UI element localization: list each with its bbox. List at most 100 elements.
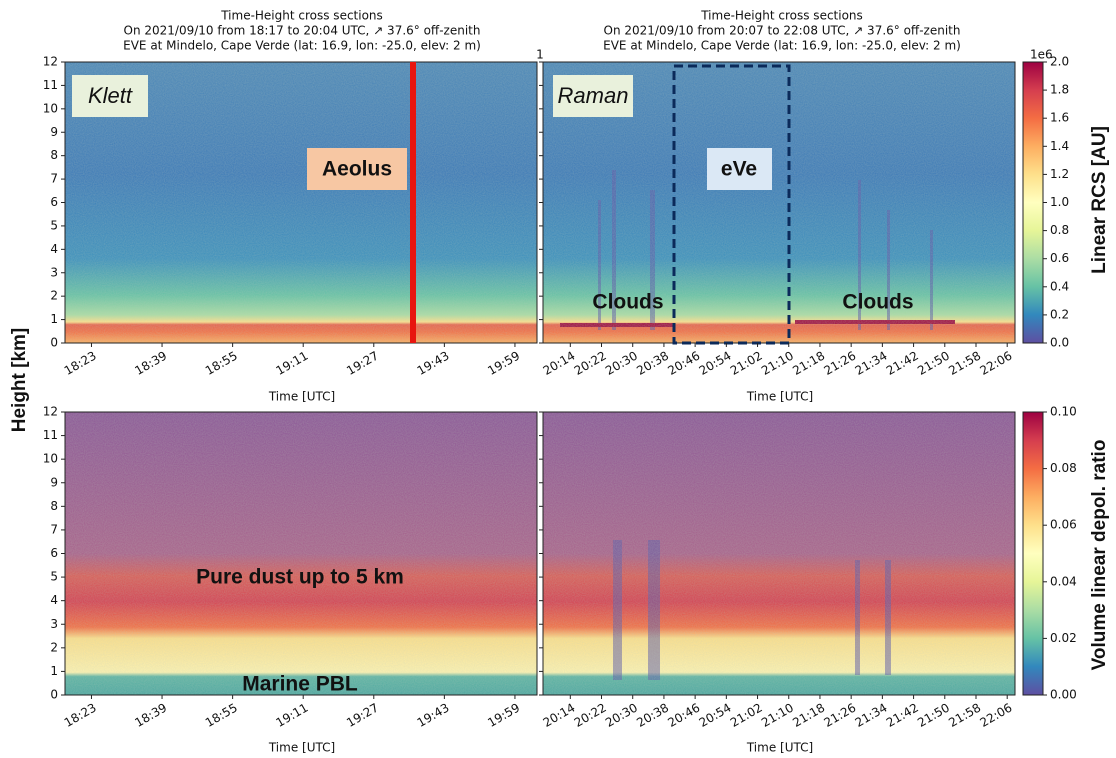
x-tick-label: 22:06 bbox=[977, 349, 1014, 378]
x-tick-label: 21:42 bbox=[884, 349, 921, 378]
colorbar-label: Volume linear depol. ratio bbox=[1089, 440, 1110, 671]
x-tick-label: 20:14 bbox=[541, 349, 578, 378]
y-tick-label: 12 bbox=[43, 55, 58, 69]
x-tick-label: 21:26 bbox=[821, 349, 858, 378]
colorbar-tick-label: 1.8 bbox=[1050, 83, 1069, 97]
x-tick-label: 18:23 bbox=[62, 349, 99, 378]
x-tick-label: 21:18 bbox=[790, 701, 827, 730]
x-tick-label: 21:10 bbox=[759, 349, 796, 378]
title: On 2021/09/10 from 20:07 to 22:08 UTC, ↗… bbox=[604, 24, 961, 38]
x-axis-label: Time [UTC] bbox=[746, 741, 813, 755]
annotation: Marine PBL bbox=[242, 673, 358, 696]
x-tick-label: 19:43 bbox=[415, 701, 452, 730]
x-tick-label: 22:06 bbox=[977, 701, 1014, 730]
x-tick-label: 21:34 bbox=[853, 701, 890, 730]
annotation: eVe bbox=[721, 158, 757, 181]
colorbar-tick-label: 1.4 bbox=[1050, 139, 1069, 153]
annotation: Clouds bbox=[842, 291, 913, 314]
colorbar-tick-label: 1.2 bbox=[1050, 167, 1069, 181]
colorbar-tick-label: 0.10 bbox=[1050, 405, 1077, 419]
colorbar-tick-label: 0.4 bbox=[1050, 279, 1069, 293]
y-tick-label: 6 bbox=[50, 195, 58, 209]
x-tick-label: 19:59 bbox=[485, 349, 522, 378]
x-tick-label: 20:14 bbox=[541, 701, 578, 730]
x-tick-label: 20:54 bbox=[697, 349, 734, 378]
noise bbox=[65, 412, 537, 695]
y-tick-label: 1 bbox=[50, 312, 58, 326]
annotation-box bbox=[707, 148, 772, 190]
title: EVE at Mindelo, Cape Verde (lat: 16.9, l… bbox=[603, 39, 961, 53]
x-tick-label: 19:43 bbox=[415, 349, 452, 378]
x-tick-label: 18:39 bbox=[132, 349, 169, 378]
title: Time-Height cross sections bbox=[700, 9, 863, 23]
colorbar-label: Linear RCS [AU] bbox=[1089, 126, 1110, 274]
colorbar-tick-label: 0.2 bbox=[1050, 307, 1069, 321]
x-tick-label: 21:34 bbox=[853, 349, 890, 378]
colorbar-tick-label: 0.02 bbox=[1050, 631, 1077, 645]
colorbar-tick-label: 0.06 bbox=[1050, 518, 1077, 532]
x-tick-label: 21:42 bbox=[884, 701, 921, 730]
aeolus-line bbox=[410, 62, 416, 343]
x-tick-label: 21:50 bbox=[915, 701, 952, 730]
colorbar bbox=[1022, 61, 1044, 344]
colorbar-tick-label: 0.8 bbox=[1050, 223, 1069, 237]
y-tick-label: 2 bbox=[50, 289, 58, 303]
x-tick-label: 21:58 bbox=[946, 349, 983, 378]
y-tick-label: 10 bbox=[43, 452, 58, 466]
x-tick-label: 21:18 bbox=[790, 349, 827, 378]
x-tick-label: 21:26 bbox=[821, 701, 858, 730]
colorbar-tick-label: 0.04 bbox=[1050, 574, 1077, 588]
x-tick-label: 20:54 bbox=[697, 701, 734, 730]
y-tick-label: 5 bbox=[50, 570, 58, 584]
y-tick-label: 7 bbox=[50, 522, 58, 536]
x-tick-label: 20:46 bbox=[665, 349, 702, 378]
title: On 2021/09/10 from 18:17 to 20:04 UTC, ↗… bbox=[124, 24, 481, 38]
x-tick-label: 21:10 bbox=[759, 701, 796, 730]
colorbar-tick-label: 0.00 bbox=[1050, 688, 1077, 702]
x-tick-label: 19:59 bbox=[485, 701, 522, 730]
y-tick-label: 3 bbox=[50, 617, 58, 631]
x-tick-label: 19:27 bbox=[344, 349, 381, 378]
annotation: Clouds bbox=[592, 291, 663, 314]
x-tick-label: 20:46 bbox=[665, 701, 702, 730]
label-box bbox=[72, 75, 148, 117]
stray-label: 1 bbox=[536, 48, 544, 62]
y-tick-label: 3 bbox=[50, 265, 58, 279]
colorbar-tick-label: 1.0 bbox=[1050, 195, 1069, 209]
title: Time-Height cross sections bbox=[220, 9, 383, 23]
y-tick-label: 8 bbox=[50, 148, 58, 162]
colorbar-offset: 1e6 bbox=[1030, 48, 1053, 62]
x-axis-label: Time [UTC] bbox=[268, 390, 335, 404]
annotation-box bbox=[307, 148, 407, 190]
x-tick-label: 20:22 bbox=[572, 701, 609, 730]
label-box bbox=[553, 75, 633, 117]
x-tick-label: 18:55 bbox=[203, 349, 240, 378]
y-tick-label: 11 bbox=[43, 428, 58, 442]
heatmaps bbox=[64, 61, 1044, 696]
y-tick-label: 9 bbox=[50, 125, 58, 139]
x-tick-label: 20:30 bbox=[603, 349, 640, 378]
annotation: Pure dust up to 5 km bbox=[196, 566, 404, 589]
x-tick-label: 18:55 bbox=[203, 701, 240, 730]
x-tick-label: 19:27 bbox=[344, 701, 381, 730]
title: EVE at Mindelo, Cape Verde (lat: 16.9, l… bbox=[123, 39, 481, 53]
x-tick-label: 18:39 bbox=[132, 701, 169, 730]
y-tick-label: 8 bbox=[50, 499, 58, 513]
x-tick-label: 19:11 bbox=[273, 349, 310, 378]
y-axis-label: Height [km] bbox=[9, 328, 30, 433]
annotation: Aeolus bbox=[322, 158, 392, 181]
x-tick-label: 21:02 bbox=[728, 701, 765, 730]
y-tick-label: 0 bbox=[50, 336, 58, 350]
x-tick-label: 20:38 bbox=[634, 701, 671, 730]
y-tick-label: 7 bbox=[50, 172, 58, 186]
y-tick-label: 10 bbox=[43, 101, 58, 115]
x-tick-label: 21:02 bbox=[728, 349, 765, 378]
y-tick-label: 9 bbox=[50, 475, 58, 489]
colorbar-tick-label: 0.0 bbox=[1050, 336, 1069, 350]
texts: Time-Height cross sections On 2021/09/10… bbox=[9, 9, 1110, 755]
y-tick-label: 6 bbox=[50, 546, 58, 560]
x-tick-label: 20:38 bbox=[634, 349, 671, 378]
colorbar-tick-label: 1.6 bbox=[1050, 111, 1069, 125]
y-tick-label: 4 bbox=[50, 242, 58, 256]
